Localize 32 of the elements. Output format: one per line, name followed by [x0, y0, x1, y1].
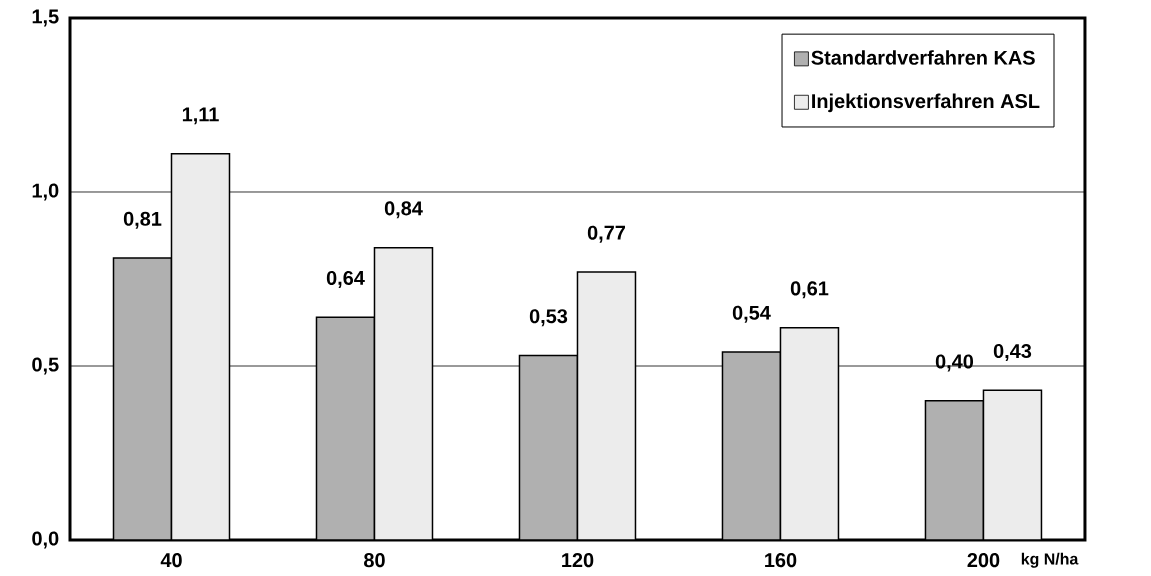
bar [373, 246, 434, 540]
bar [982, 389, 1043, 540]
x-tick-label: 40 [160, 553, 182, 568]
bar [112, 257, 173, 540]
x-tick-label: 120 [562, 553, 594, 568]
bar [721, 351, 782, 540]
data-label: 0,84 [384, 201, 423, 219]
x-tick-label: 80 [364, 553, 385, 568]
bar [170, 152, 231, 540]
bar [779, 326, 840, 540]
bar [315, 316, 376, 540]
bar [518, 354, 579, 540]
y-tick-label: 1,0 [32, 183, 59, 201]
bar [924, 400, 985, 540]
data-label: 0,61 [790, 281, 829, 299]
y-tick-label: 0,5 [32, 357, 59, 375]
data-label: 0,43 [993, 343, 1032, 361]
data-label: 0,77 [587, 225, 625, 243]
data-label: 0,64 [326, 270, 365, 288]
y-tick-label: 0,0 [32, 531, 59, 549]
bar [576, 271, 637, 540]
legend-label: Injektionsverfahren ASL [812, 93, 1040, 113]
data-label: 0,40 [935, 354, 974, 372]
legend-label: Standardverfahren KAS [811, 50, 1035, 65]
y-tick-label: 1,5 [32, 9, 59, 27]
data-label: 0,53 [529, 309, 568, 327]
x-axis-title: kg N/ha [1021, 552, 1079, 568]
x-tick-label: 160 [765, 553, 797, 568]
x-tick-label: 200 [967, 553, 1000, 568]
data-label: 1,11 [182, 107, 219, 125]
data-label: 0,54 [732, 305, 771, 323]
data-label: 0,81 [123, 211, 162, 229]
